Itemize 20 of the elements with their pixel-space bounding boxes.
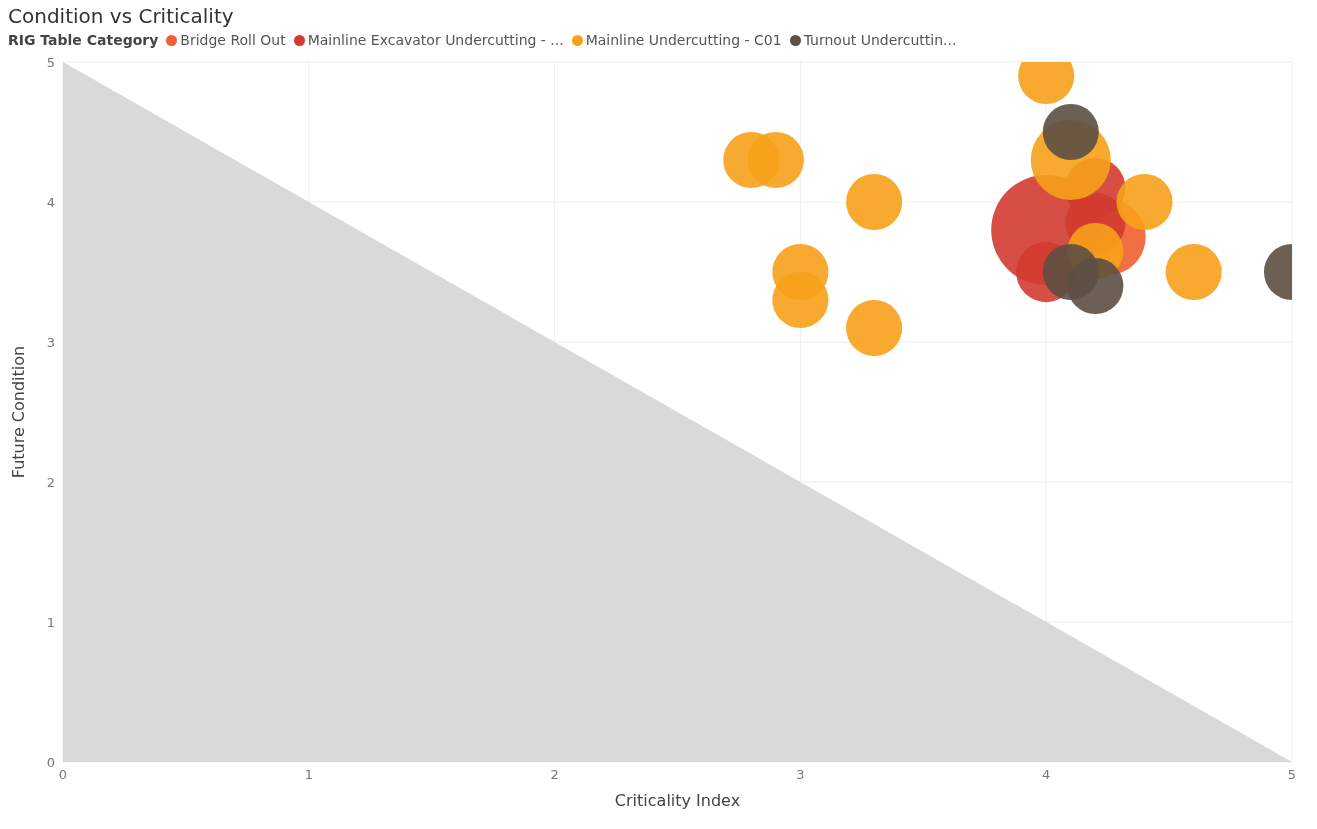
x-tick-label: 5 — [1287, 767, 1297, 783]
x-axis-title: Criticality Index — [614, 791, 741, 810]
y-tick-label: 5 — [46, 54, 55, 70]
legend-label: Mainline Undercutting - C01 — [584, 32, 782, 48]
y-tick-label: 4 — [46, 194, 55, 210]
y-tick-label: 3 — [46, 334, 55, 350]
x-tick-label: 0 — [58, 767, 68, 783]
legend-label: Turnout Undercuttin... — [802, 32, 957, 48]
legend-label: Bridge Roll Out — [179, 32, 286, 48]
x-tick-label: 1 — [304, 767, 313, 783]
legend-title: RIG Table Category — [8, 32, 159, 48]
y-tick-label: 0 — [46, 754, 55, 770]
y-tick-label: 2 — [46, 474, 55, 490]
x-tick-label: 3 — [796, 767, 805, 783]
y-tick-label: 1 — [46, 614, 55, 630]
y-axis-title: Future Condition — [8, 345, 28, 479]
chart-title: Condition vs Criticality — [8, 4, 235, 30]
x-tick-label: 4 — [1042, 767, 1051, 783]
x-tick-label: 2 — [550, 767, 559, 783]
legend-label: Mainline Excavator Undercutting - ... — [306, 32, 564, 48]
